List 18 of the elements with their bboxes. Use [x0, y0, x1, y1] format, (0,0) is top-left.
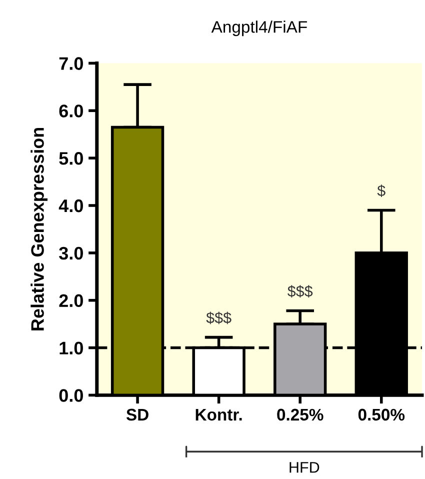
y-tick-label: 1.0 — [60, 342, 83, 354]
y-tick-label: 3.0 — [59, 246, 83, 260]
y-tick-label: 0.0 — [59, 389, 83, 402]
annotation: $$$ — [288, 285, 313, 298]
y-tick-label: 7.0 — [59, 57, 83, 70]
y-tick-label: 2.0 — [59, 294, 83, 308]
y-axis-title: Relative Genexpression — [30, 128, 48, 330]
annotation: $ — [377, 184, 386, 198]
x-tick-label: SD — [126, 408, 148, 421]
x-tick-label: Kontr. — [196, 408, 242, 421]
x-tick-label: 0.25% — [277, 408, 324, 421]
chart-title: Angptl4/FiAF — [211, 20, 307, 36]
y-tick-label: 5.0 — [59, 152, 83, 165]
text: HFD — [290, 462, 320, 473]
y-tick-label: 4.0 — [58, 199, 83, 212]
annotation: $$$ — [206, 312, 232, 324]
y-tick-label: 6.0 — [59, 104, 83, 118]
x-tick-label: 0.50% — [358, 408, 405, 421]
